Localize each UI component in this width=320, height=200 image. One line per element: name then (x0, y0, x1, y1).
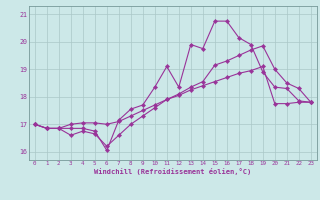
X-axis label: Windchill (Refroidissement éolien,°C): Windchill (Refroidissement éolien,°C) (94, 168, 252, 175)
